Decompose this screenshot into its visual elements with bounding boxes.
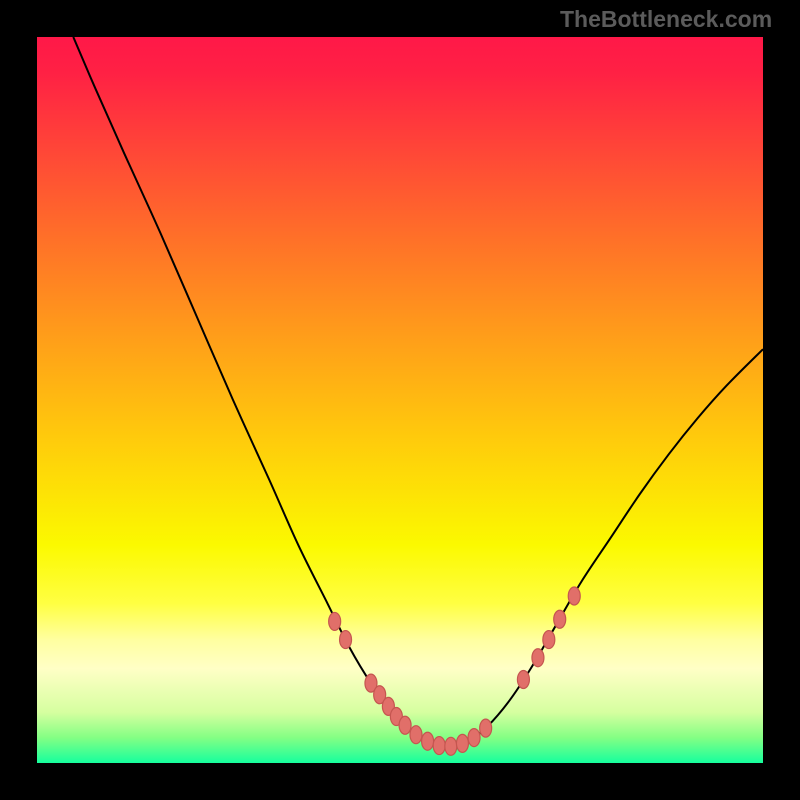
watermark-text: TheBottleneck.com [560, 6, 772, 33]
gradient-background [37, 37, 763, 763]
plot-area [37, 37, 763, 763]
